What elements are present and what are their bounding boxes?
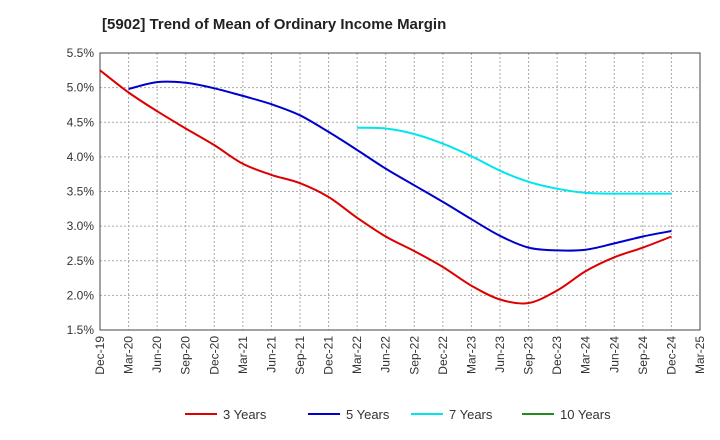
- y-tick-label: 5.0%: [67, 81, 95, 95]
- x-tick-label: Dec-20: [207, 336, 221, 375]
- y-tick-label: 2.0%: [67, 288, 95, 302]
- series-lines: [99, 69, 672, 305]
- series-line-7-years: [357, 126, 672, 195]
- x-tick-label: Mar-21: [236, 336, 250, 374]
- legend: 3 Years 5 Years 7 Years 10 Years: [185, 407, 611, 422]
- y-tick-label: 3.5%: [67, 185, 95, 199]
- x-tick-label: Sep-22: [407, 336, 421, 375]
- grid-lines: [99, 52, 701, 331]
- x-tick-label: Mar-22: [350, 336, 364, 374]
- x-tick-label: Mar-25: [693, 336, 707, 374]
- series-line-5-years: [128, 80, 672, 252]
- y-tick-label: 1.5%: [67, 323, 95, 337]
- x-tick-label: Sep-23: [522, 336, 536, 375]
- x-tick-label: Sep-24: [636, 336, 650, 375]
- y-tick-label: 5.5%: [67, 46, 95, 60]
- y-tick-label: 4.5%: [67, 115, 95, 129]
- plot-area: [99, 52, 701, 331]
- x-tick-label: Mar-24: [579, 336, 593, 374]
- x-tick-label: Mar-20: [122, 336, 136, 374]
- x-tick-label: Dec-22: [436, 336, 450, 375]
- legend-label-10-years: 10 Years: [560, 407, 611, 422]
- legend-label-7-years: 7 Years: [449, 407, 493, 422]
- axis-ticks: 1.5% 2.0% 2.5% 3.0% 3.5% 4.0% 4.5% 5.0% 5.5% Dec-…: [67, 46, 707, 375]
- x-tick-label: Dec-21: [322, 336, 336, 375]
- y-tick-label: 2.5%: [67, 254, 95, 268]
- x-tick-label: Jun-21: [264, 336, 278, 373]
- y-tick-label: 4.0%: [67, 150, 95, 164]
- x-tick-label: Jun-22: [379, 336, 393, 373]
- x-tick-label: Mar-23: [464, 336, 478, 374]
- series-line-3-years: [99, 69, 672, 305]
- x-tick-label: Jun-24: [607, 336, 621, 373]
- chart-title: [5902] Trend of Mean of Ordinary Income …: [102, 16, 447, 33]
- x-tick-label: Jun-23: [493, 336, 507, 373]
- x-tick-label: Dec-24: [664, 336, 678, 375]
- x-tick-label: Sep-21: [293, 336, 307, 375]
- legend-label-5-years: 5 Years: [346, 407, 390, 422]
- x-tick-label: Dec-23: [550, 336, 564, 375]
- legend-label-3-years: 3 Years: [223, 407, 267, 422]
- x-tick-label: Sep-20: [179, 336, 193, 375]
- x-tick-label: Dec-19: [93, 336, 107, 375]
- y-tick-label: 3.0%: [67, 219, 95, 233]
- x-tick-label: Jun-20: [150, 336, 164, 373]
